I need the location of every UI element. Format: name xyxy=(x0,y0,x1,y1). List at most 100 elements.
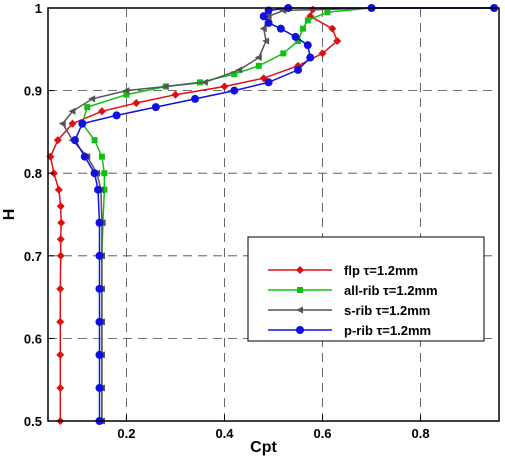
data-point xyxy=(264,12,272,20)
data-point xyxy=(291,32,300,41)
data-point xyxy=(56,202,65,211)
x-tick-label: 0.4 xyxy=(215,426,234,441)
data-point xyxy=(231,71,238,78)
data-point xyxy=(56,383,65,392)
data-point xyxy=(235,66,243,74)
data-point xyxy=(254,54,262,62)
legend-item: all-rib τ=1.2mm xyxy=(268,283,438,298)
data-point xyxy=(56,235,65,244)
data-point xyxy=(97,107,106,116)
data-point xyxy=(68,119,77,128)
y-tick-label: 1 xyxy=(35,1,42,16)
legend-item: flp τ=1.2mm xyxy=(268,263,418,278)
data-point xyxy=(306,53,315,62)
data-point xyxy=(264,18,273,27)
legend-marker xyxy=(297,287,303,293)
data-point xyxy=(68,107,76,115)
legend-item: s-rib τ=1.2mm xyxy=(268,303,430,318)
series-diamond xyxy=(46,4,499,425)
data-point xyxy=(95,383,104,392)
data-point xyxy=(230,86,239,95)
data-point xyxy=(56,350,65,359)
x-tick-label: 0.2 xyxy=(117,426,135,441)
y-tick-label: 0.9 xyxy=(24,84,42,99)
legend-item: p-rib τ=1.2mm xyxy=(268,323,431,338)
data-point xyxy=(264,78,273,87)
data-point xyxy=(122,87,130,95)
data-point xyxy=(259,25,267,33)
data-point xyxy=(151,103,160,112)
y-tick-label: 0.6 xyxy=(24,331,42,346)
series-triangle-left xyxy=(58,4,498,425)
data-point xyxy=(58,120,66,128)
data-point xyxy=(84,104,91,111)
data-point xyxy=(171,90,180,99)
data-point xyxy=(54,185,63,194)
data-point xyxy=(57,218,66,227)
y-tick-label: 0.8 xyxy=(24,166,42,181)
data-point xyxy=(90,169,99,178)
data-point xyxy=(191,94,200,103)
data-point xyxy=(123,91,130,98)
data-point xyxy=(95,218,104,227)
series-line xyxy=(61,7,495,421)
data-point xyxy=(132,98,141,107)
data-point xyxy=(95,284,104,293)
data-point xyxy=(88,95,96,103)
data-point xyxy=(299,25,306,32)
data-point xyxy=(200,78,208,86)
data-point xyxy=(70,136,79,145)
data-point xyxy=(78,119,87,128)
legend-label: all-rib τ=1.2mm xyxy=(344,283,438,298)
data-point xyxy=(304,17,311,24)
series-line xyxy=(74,7,495,421)
data-point xyxy=(101,186,108,193)
y-tick-label: 0.7 xyxy=(24,249,42,264)
series-square xyxy=(79,5,498,424)
data-point xyxy=(56,317,65,326)
data-point xyxy=(328,24,337,33)
data-point xyxy=(101,170,108,177)
series-circle xyxy=(70,4,499,425)
data-point xyxy=(161,82,169,90)
legend-marker xyxy=(296,306,303,314)
data-point xyxy=(94,185,103,194)
data-point xyxy=(259,12,268,21)
legend-box xyxy=(247,236,485,342)
data-point xyxy=(56,284,65,293)
data-point xyxy=(95,251,104,260)
data-point xyxy=(56,251,65,260)
legend-label: s-rib τ=1.2mm xyxy=(344,303,430,318)
data-point xyxy=(95,350,104,359)
x-tick-label: 0.8 xyxy=(412,426,430,441)
legend-label: p-rib τ=1.2mm xyxy=(344,323,431,338)
data-point xyxy=(112,111,121,120)
x-axis-label: Cpt xyxy=(250,439,277,456)
data-point xyxy=(303,41,312,50)
data-point xyxy=(255,62,262,69)
y-tick-label: 0.5 xyxy=(24,414,42,429)
data-point xyxy=(324,9,331,16)
data-point xyxy=(294,65,303,74)
data-point xyxy=(220,82,229,91)
data-point xyxy=(95,317,104,326)
legend-label: flp τ=1.2mm xyxy=(344,263,418,278)
grid xyxy=(48,7,499,422)
data-point xyxy=(91,137,98,144)
data-point xyxy=(280,50,287,57)
series-layer xyxy=(46,4,499,425)
plot-frame xyxy=(47,7,500,422)
series-line xyxy=(49,7,495,421)
legend-marker xyxy=(296,266,304,274)
tick-labels: 0.2 0.4 0.6 0.8 0.5 0.6 0.7 0.8 0.9 1 xyxy=(24,1,430,441)
data-point xyxy=(53,136,62,145)
legend: flp τ=1.2mm all-rib τ=1.2mm s-rib τ=1.2mm p… xyxy=(247,236,485,342)
data-point xyxy=(262,37,270,45)
data-point xyxy=(80,152,89,161)
data-point xyxy=(318,49,327,58)
legend-marker xyxy=(296,326,304,334)
data-point xyxy=(295,38,302,45)
x-tick-label: 0.6 xyxy=(313,426,331,441)
data-point xyxy=(276,24,285,33)
